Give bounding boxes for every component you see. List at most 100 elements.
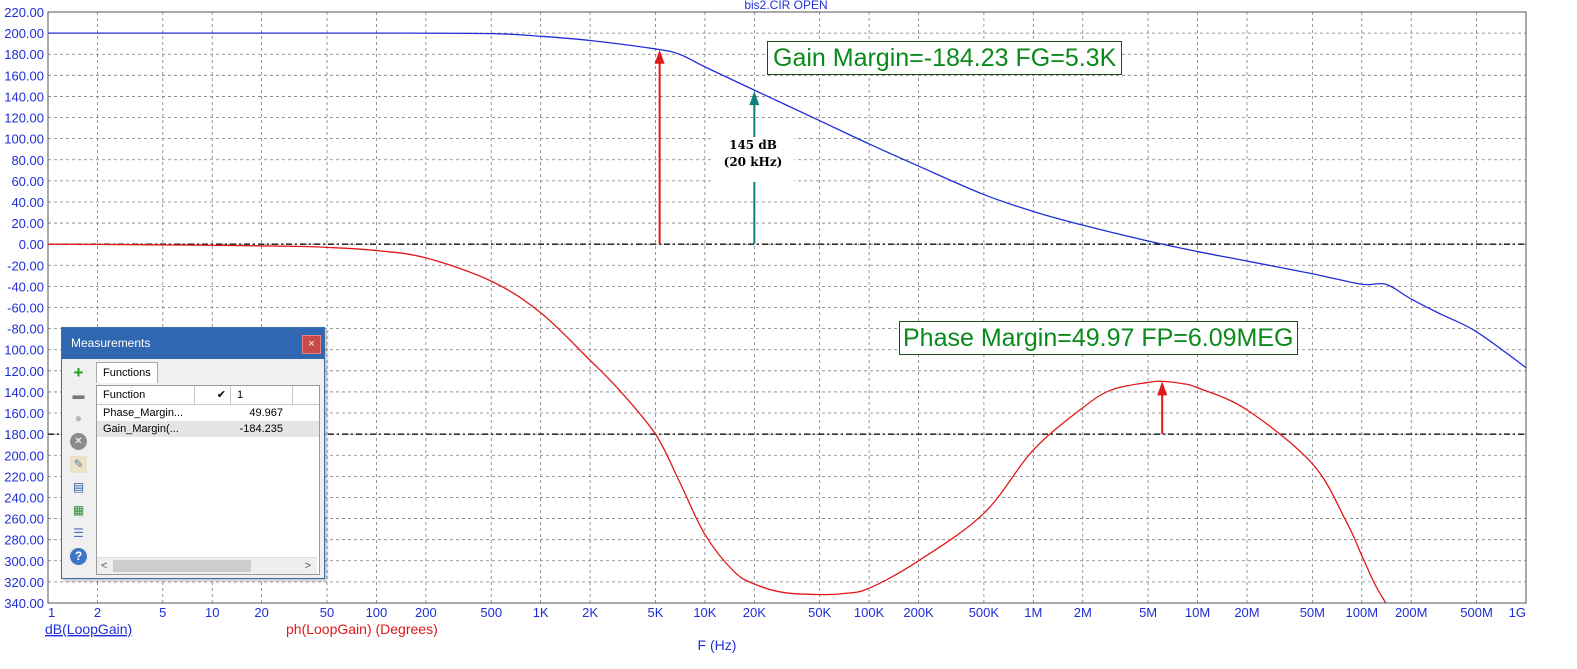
y-tick-label: 220.00: [4, 469, 44, 484]
x-tick-label: 10: [205, 605, 219, 620]
y-tick-label: 160.00: [4, 68, 44, 83]
x-tick-label: 50: [320, 605, 334, 620]
phase-series-line: [47, 243, 1387, 604]
y-tick-label: 180.00: [4, 427, 44, 442]
y-tick-label: 180.00: [4, 47, 44, 62]
y-tick-label: 80.00: [11, 153, 44, 168]
y-tick-label: 140.00: [4, 89, 44, 104]
y-tick-label: 240.00: [4, 490, 44, 505]
y-tick-label: 100.00: [4, 132, 44, 147]
plot-frame: [47, 11, 1527, 604]
table-row[interactable]: Gain_Margin(... -184.235: [97, 421, 319, 437]
gain-note-line2: (20 kHz): [723, 155, 783, 169]
y-tick-label: 280.00: [4, 533, 44, 548]
add-icon[interactable]: +: [73, 363, 84, 382]
row-value: -184.235: [239, 423, 283, 435]
x-tick-label: 200K: [903, 605, 934, 620]
y-tick-label: 20.00: [11, 216, 44, 231]
x-tick-label: 100M: [1346, 605, 1379, 620]
x-tick-label: 100K: [854, 605, 885, 620]
measurements-toolbar: + ▬ ● ✕ ✎ ▤ ▦ ☰ ?: [66, 364, 92, 571]
x-tick-label: 1: [48, 605, 55, 620]
x-tick-label: 50M: [1300, 605, 1325, 620]
tab-functions[interactable]: Functions: [96, 362, 158, 383]
delete-icon[interactable]: ✕: [70, 433, 87, 450]
x-tick-label: 20M: [1234, 605, 1259, 620]
marker-arrow-head: [654, 49, 665, 64]
x-tick-label: 5M: [1139, 605, 1157, 620]
horizontal-scrollbar[interactable]: < >: [97, 557, 317, 574]
measurements-window[interactable]: Measurements × + ▬ ● ✕ ✎ ▤ ▦ ☰ ? Functio…: [61, 327, 325, 579]
y-tick-label: 340.00: [4, 596, 44, 611]
x-tick-label: 50K: [808, 605, 831, 620]
table-row[interactable]: Phase_Margin... 49.967: [97, 405, 319, 421]
arrow-layer: [654, 49, 1168, 435]
chart-title: bis2.CIR OPEN: [744, 0, 827, 12]
legend-gain[interactable]: dB(LoopGain): [45, 621, 132, 637]
column-index[interactable]: 1: [231, 386, 293, 404]
x-tick-label: 500K: [969, 605, 1000, 620]
table-header: Function ✔ 1: [97, 386, 319, 405]
y-tick-label: 60.00: [11, 174, 44, 189]
y-tick-label: 140.00: [4, 385, 44, 400]
y-tick-label: -40.00: [7, 279, 44, 294]
column-check[interactable]: ✔: [195, 386, 231, 404]
list-icon[interactable]: ▤: [72, 480, 85, 494]
remove-icon[interactable]: ▬: [72, 388, 85, 402]
phase-margin-label: Phase Margin=49.97 FP=6.09MEG: [899, 321, 1298, 355]
x-tick-label: 5K: [647, 605, 663, 620]
report-icon[interactable]: ☰: [73, 526, 84, 540]
x-tick-label: 2M: [1074, 605, 1092, 620]
close-button[interactable]: ×: [302, 335, 321, 354]
x-tick-label: 5: [159, 605, 166, 620]
y-tick-label: 260.00: [4, 512, 44, 527]
help-icon[interactable]: ?: [70, 548, 87, 565]
scroll-left-icon[interactable]: <: [101, 560, 108, 572]
x-tick-label: 2K: [582, 605, 598, 620]
y-tick-label: 160.00: [4, 406, 44, 421]
x-tick-label: 1G: [1509, 605, 1526, 620]
y-tick-label: 0.00: [19, 237, 44, 252]
x-tick-label: 200M: [1395, 605, 1428, 620]
y-tick-label: -80.00: [7, 322, 44, 337]
export-icon[interactable]: ▦: [72, 503, 85, 517]
legend-phase[interactable]: ph(LoopGain) (Degrees): [286, 621, 438, 637]
edit-icon[interactable]: ✎: [70, 456, 87, 473]
x-tick-label: 1K: [533, 605, 549, 620]
x-tick-label: 10M: [1185, 605, 1210, 620]
row-function: Phase_Margin...: [103, 407, 184, 419]
series-layer: [47, 32, 1527, 604]
scroll-thumb[interactable]: [113, 560, 251, 572]
x-tick-label: 10K: [693, 605, 716, 620]
gain-margin-label: Gain Margin=-184.23 FG=5.3K: [767, 41, 1123, 75]
y-tick-label: 40.00: [11, 195, 44, 210]
y-tick-label: 220.00: [4, 5, 44, 20]
y-tick-label: 200.00: [4, 26, 44, 41]
y-tick-label: 200.00: [4, 448, 44, 463]
x-tick-label: 20: [254, 605, 268, 620]
column-function[interactable]: Function: [97, 386, 195, 404]
x-tick-label: 500: [480, 605, 502, 620]
tick-labels: 220.00200.00180.00160.00140.00120.00100.…: [4, 5, 1526, 620]
y-tick-label: -20.00: [7, 258, 44, 273]
scroll-right-icon[interactable]: >: [304, 560, 311, 572]
x-tick-label: 500M: [1460, 605, 1493, 620]
y-tick-label: 320.00: [4, 575, 44, 590]
marker-arrow-head: [749, 91, 760, 106]
y-tick-label: 300.00: [4, 554, 44, 569]
gain-note: 145 dB (20 kHz): [712, 137, 794, 182]
measurements-titlebar[interactable]: Measurements ×: [62, 328, 324, 359]
x-tick-label: 20K: [743, 605, 766, 620]
y-tick-label: 120.00: [4, 364, 44, 379]
row-function: Gain_Margin(...: [103, 423, 179, 435]
disabled-icon[interactable]: ●: [74, 411, 83, 425]
row-value: 49.967: [249, 407, 283, 419]
measurements-title: Measurements: [71, 336, 151, 350]
x-tick-label: 100: [366, 605, 388, 620]
y-tick-label: -60.00: [7, 301, 44, 316]
x-tick-label: 2: [94, 605, 101, 620]
y-tick-label: 120.00: [4, 111, 44, 126]
x-axis-label: F (Hz): [698, 637, 737, 653]
y-tick-label: 100.00: [4, 343, 44, 358]
